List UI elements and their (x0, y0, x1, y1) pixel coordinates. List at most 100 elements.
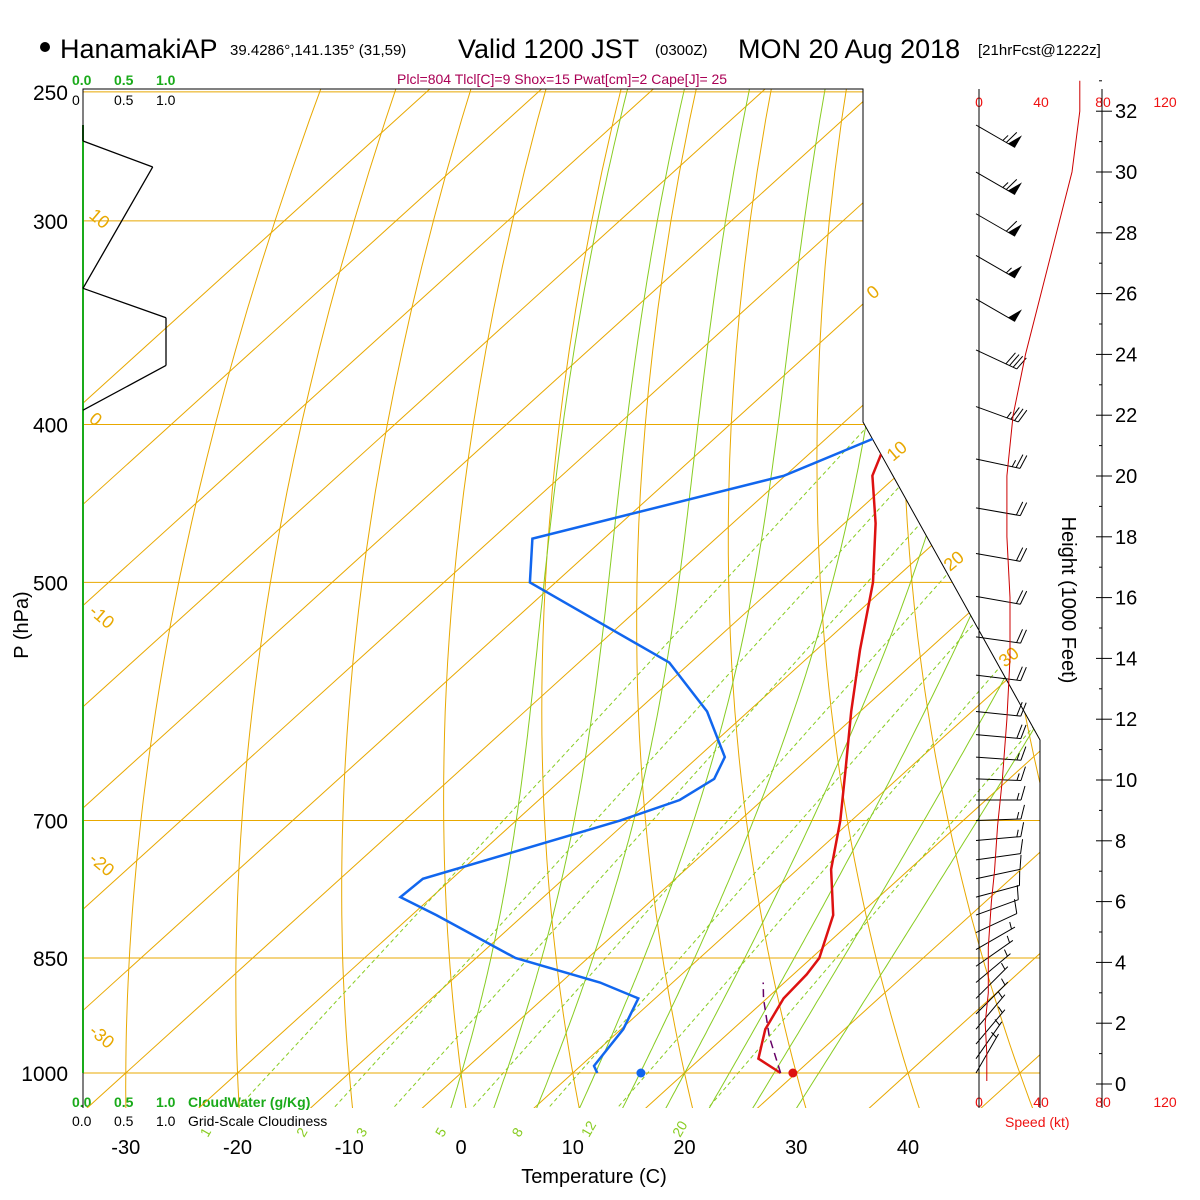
station-name: HanamakiAP (60, 34, 218, 64)
mixing-ratio-label: 12 (578, 1118, 600, 1140)
wind-barb-staff (975, 1009, 1006, 1045)
temperature-tick-label: 20 (673, 1137, 695, 1159)
surface-temperature-marker (788, 1068, 798, 1078)
wind-barb-full (1017, 409, 1028, 423)
wind-barb-full (1005, 220, 1018, 232)
wind-barb-staff (975, 710, 1021, 717)
wind-barb-staff (975, 553, 1021, 562)
moist-adiabat-line (440, 89, 635, 1108)
wind-barb (975, 935, 1014, 967)
cloudiness-tick-top-1: 0.5 (114, 92, 134, 108)
mixing-ratio-line (530, 424, 1040, 1108)
speed-tick-top-3: 120 (1153, 94, 1177, 110)
wind-barb-staff (975, 868, 1021, 880)
pressure-tick-label: 1000 (21, 1063, 68, 1086)
wind-barb (975, 724, 1027, 740)
wind-barb-half (1005, 267, 1012, 274)
wind-barb-half (997, 991, 1003, 999)
wind-barb-half (1003, 949, 1008, 957)
mixing-ratio-line (315, 424, 957, 1108)
wind-barb-full (1016, 666, 1023, 681)
isotherm-line (721, 89, 1040, 1108)
wind-barb-staff (975, 940, 1014, 967)
cloudiness-tick-top-2: 1.0 (156, 92, 176, 108)
isotherm-label: -20 (85, 848, 118, 880)
height-axis-title: Height (1000 Feet) (1057, 517, 1079, 684)
wind-barb (975, 804, 1025, 822)
wind-barb (975, 666, 1027, 682)
isotherm-label: 0 (85, 408, 106, 430)
wind-barb (975, 921, 1016, 951)
pressure-tick-label: 300 (33, 211, 68, 234)
moist-adiabat-line (690, 89, 1040, 1108)
speed-tick-bottom-2: 80 (1095, 1094, 1111, 1110)
wind-barb-staff (975, 994, 1006, 1030)
wind-barb-full (1020, 766, 1026, 781)
wind-barb-full (1020, 746, 1027, 761)
isotherm-line (833, 89, 1040, 1108)
pressure-tick-label: 250 (33, 82, 68, 105)
dry-adiabat-line (341, 89, 480, 1108)
wind-barb-full (1013, 899, 1018, 914)
height-tick-label: 22 (1115, 405, 1137, 427)
wind-barb-staff (975, 298, 1016, 322)
mixing-ratio-label: 20 (669, 1118, 691, 1140)
wind-barb (975, 124, 1022, 148)
speed-label: Speed (kt) (1005, 1114, 1070, 1130)
wind-barb-full (1015, 501, 1024, 516)
moist-adiabat-line (647, 89, 1023, 1108)
height-tick-label: 6 (1115, 892, 1126, 914)
height-tick-label: 20 (1115, 466, 1137, 488)
wind-barb-staff (975, 913, 1017, 933)
wind-barb (975, 501, 1028, 517)
wind-barb-full (1005, 352, 1016, 365)
cloudwater-tick-bottom-1: 0.5 (114, 1094, 134, 1110)
sounding-indices: Plcl=804 Tlcl[C]=9 Shox=15 Pwat[cm]=2 Ca… (397, 71, 727, 87)
isotherm-line (83, 89, 571, 1108)
wind-barb-full (1014, 408, 1024, 421)
wind-barb-half (991, 1031, 997, 1038)
pressure-tick-label: 400 (33, 414, 68, 437)
wind-barb-full (1015, 590, 1024, 604)
plot-frame (82, 88, 1041, 1108)
wind-barb-half (1009, 921, 1012, 930)
mixing-ratio-line (600, 424, 1040, 1108)
wind-barb-staff (975, 734, 1021, 740)
cloudiness-segment (82, 364, 167, 411)
wind-barb (975, 298, 1022, 322)
mixing-ratio-line (691, 424, 1040, 1108)
cloudiness-segment (82, 166, 154, 289)
wind-barb-staff (975, 674, 1021, 682)
wind-barb-full (1020, 804, 1025, 820)
pressure-tick-label: 700 (33, 811, 68, 834)
temperature-tick-label: -30 (111, 1137, 140, 1159)
wind-barb-staff (975, 899, 1019, 916)
wind-barb-staff (975, 595, 1021, 605)
wind-barb-staff (975, 926, 1016, 951)
wind-barb-staff (975, 836, 1021, 841)
wind-barb-full (1010, 407, 1020, 420)
wind-barb-full (1020, 629, 1027, 644)
wind-barb-full (1020, 839, 1024, 854)
wind-barb-half (1016, 792, 1020, 801)
temperature-tick-label: 0 (455, 1137, 466, 1159)
wind-barb-flag (1008, 224, 1022, 237)
wind-barb-half (1002, 182, 1009, 188)
surface-dewpoint-marker (636, 1068, 646, 1078)
dry-adiabat-label: 10 (883, 437, 911, 465)
isotherm-line (83, 89, 906, 1108)
isotherm-line (609, 89, 1040, 1108)
wind-barb (975, 854, 1022, 880)
wind-barb-staff (975, 778, 1021, 781)
wind-barb-staff (975, 507, 1021, 517)
moist-adiabat-line (522, 89, 756, 1108)
isotherm-line (162, 89, 1040, 1108)
wind-barb (975, 962, 1009, 999)
wind-barb-staff (975, 1021, 1003, 1059)
forecast-info: [21hrFcst@1222z] (978, 42, 1101, 59)
wind-barb-half (1016, 773, 1020, 781)
cloudwater-tick-top-0: 0.0 (72, 72, 92, 88)
height-tick-label: 12 (1115, 709, 1137, 731)
wind-barb (975, 171, 1022, 195)
